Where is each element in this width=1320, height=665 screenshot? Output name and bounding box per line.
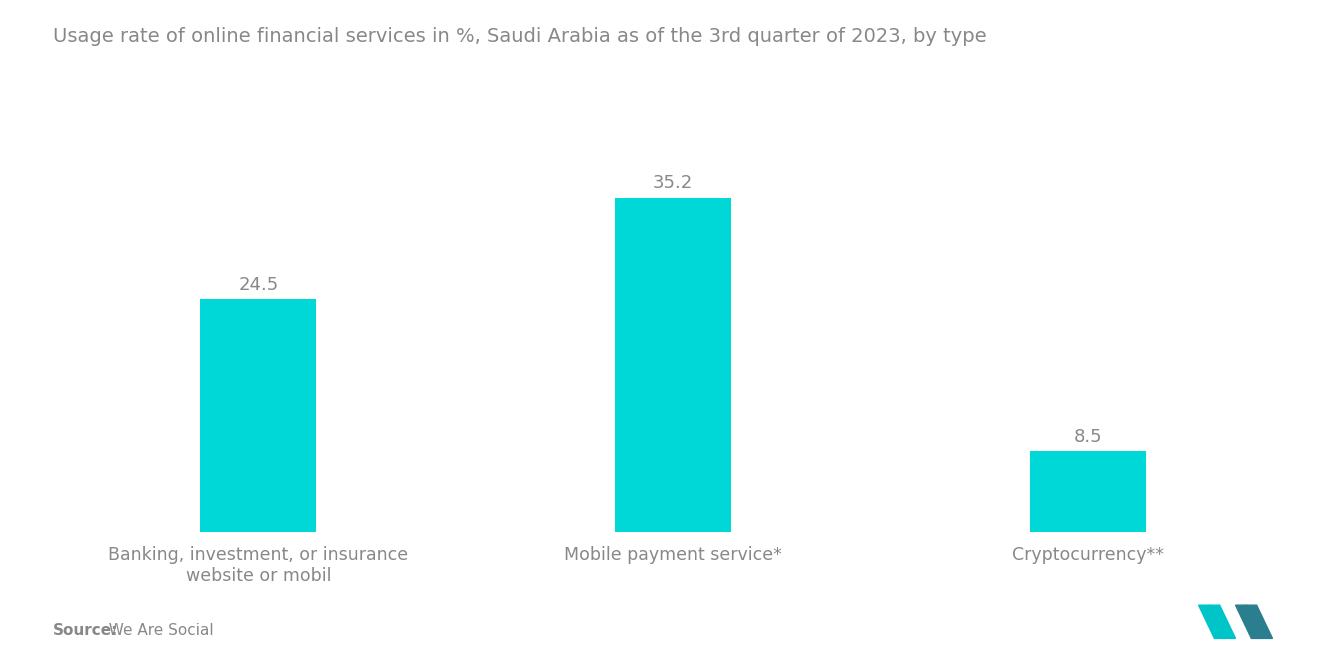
Polygon shape [1236, 605, 1262, 638]
Bar [615, 198, 731, 532]
Text: Source:: Source: [53, 623, 119, 638]
Text: We Are Social: We Are Social [99, 623, 214, 638]
Polygon shape [1246, 605, 1272, 638]
Polygon shape [1199, 605, 1225, 638]
Polygon shape [1209, 605, 1236, 638]
Text: 24.5: 24.5 [238, 275, 279, 293]
Text: 8.5: 8.5 [1073, 428, 1102, 446]
Text: Usage rate of online financial services in %, Saudi Arabia as of the 3rd quarter: Usage rate of online financial services … [53, 27, 986, 46]
Text: 35.2: 35.2 [653, 174, 693, 192]
Bar [1030, 452, 1146, 532]
Bar [201, 299, 317, 532]
